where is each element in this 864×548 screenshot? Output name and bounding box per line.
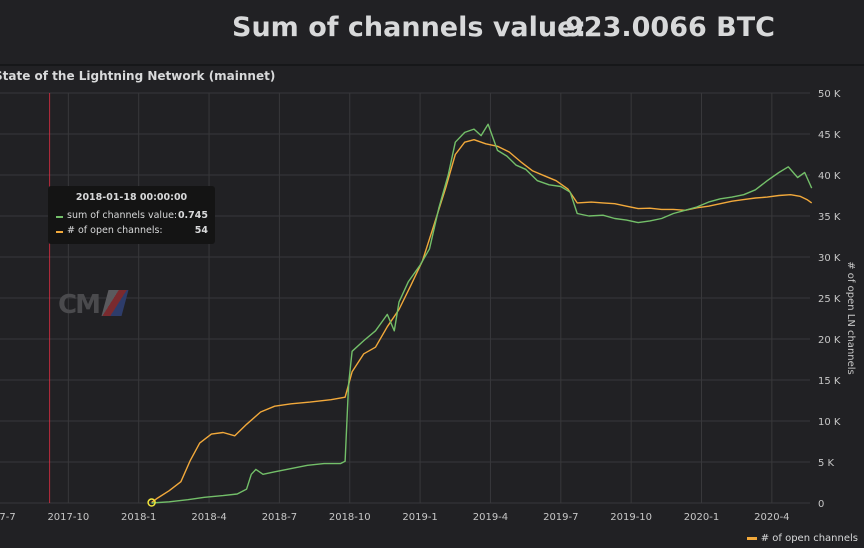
x-tick-label: 2019-7 <box>543 512 578 523</box>
watermark-text: CM <box>58 290 101 320</box>
y-tick-label: 5 K <box>818 458 835 469</box>
tooltip-row-channels: # of open channels: 54 <box>56 225 208 237</box>
watermark-logo: CM <box>58 290 129 320</box>
y-tick-label: 25 K <box>818 294 841 305</box>
x-tick-label: 2017-7 <box>0 512 16 523</box>
tooltip-row-value: sum of channels value: 0.745 <box>56 210 208 222</box>
legend-item[interactable]: # of open channels <box>746 533 858 544</box>
y-tick-label: 45 K <box>818 130 841 141</box>
series-line-channels-value <box>151 123 813 504</box>
tooltip-series-value: 0.745 <box>177 210 208 221</box>
tooltip-series-name: # of open channels: <box>67 225 163 236</box>
watermark-flag-icon <box>101 290 129 316</box>
x-tick-label: 2018-7 <box>262 512 297 523</box>
y-tick-label: 40 K <box>818 171 841 182</box>
legend-swatch <box>746 536 757 540</box>
tooltip: 2018-01-18 00:00:00 sum of channels valu… <box>48 186 215 244</box>
stat-title: Sum of channels value: <box>232 12 587 43</box>
x-tick-label: 2018-1 <box>121 512 156 523</box>
x-tick-label: 2019-10 <box>610 512 652 523</box>
x-tick-label: 2018-4 <box>191 512 226 523</box>
tooltip-swatch <box>56 231 63 233</box>
x-tick-label: 2020-1 <box>684 512 719 523</box>
y-tick-label: 20 K <box>818 335 841 346</box>
chart-panel[interactable]: State of the Lightning Network (mainnet)… <box>0 66 864 548</box>
stat-panel: Sum of channels value: 923.0066 BTC <box>0 0 864 64</box>
y-tick-label: 0 <box>818 499 824 510</box>
y-tick-label: 15 K <box>818 376 841 387</box>
tooltip-series-name: sum of channels value: <box>67 210 178 221</box>
y-tick-label: 10 K <box>818 417 841 428</box>
x-tick-label: 2019-1 <box>402 512 437 523</box>
tooltip-time: 2018-01-18 00:00:00 <box>75 192 188 203</box>
x-tick-label: 2020-4 <box>754 512 789 523</box>
hover-point-marker <box>147 498 156 507</box>
y-tick-label: 50 K <box>818 89 841 100</box>
tooltip-swatch <box>56 216 63 218</box>
tooltip-series-value: 54 <box>194 225 208 236</box>
y-axis-label-right: # of open LN channels <box>845 261 856 375</box>
y-tick-label: 35 K <box>818 212 841 223</box>
x-tick-label: 2018-10 <box>329 512 371 523</box>
legend-label: # of open channels <box>760 533 858 544</box>
x-tick-label: 2019-4 <box>473 512 508 523</box>
stat-value: 923.0066 BTC <box>565 12 775 43</box>
panel-title[interactable]: State of the Lightning Network (mainnet) <box>0 69 276 83</box>
x-tick-label: 2017-10 <box>47 512 89 523</box>
y-tick-label: 30 K <box>818 253 841 264</box>
series-line-open-channels <box>151 139 813 504</box>
line-chart[interactable]: 0 5 K 10 K 15 K 20 K 25 K 30 K 35 K 40 K 45 K 50 K… <box>0 66 864 548</box>
